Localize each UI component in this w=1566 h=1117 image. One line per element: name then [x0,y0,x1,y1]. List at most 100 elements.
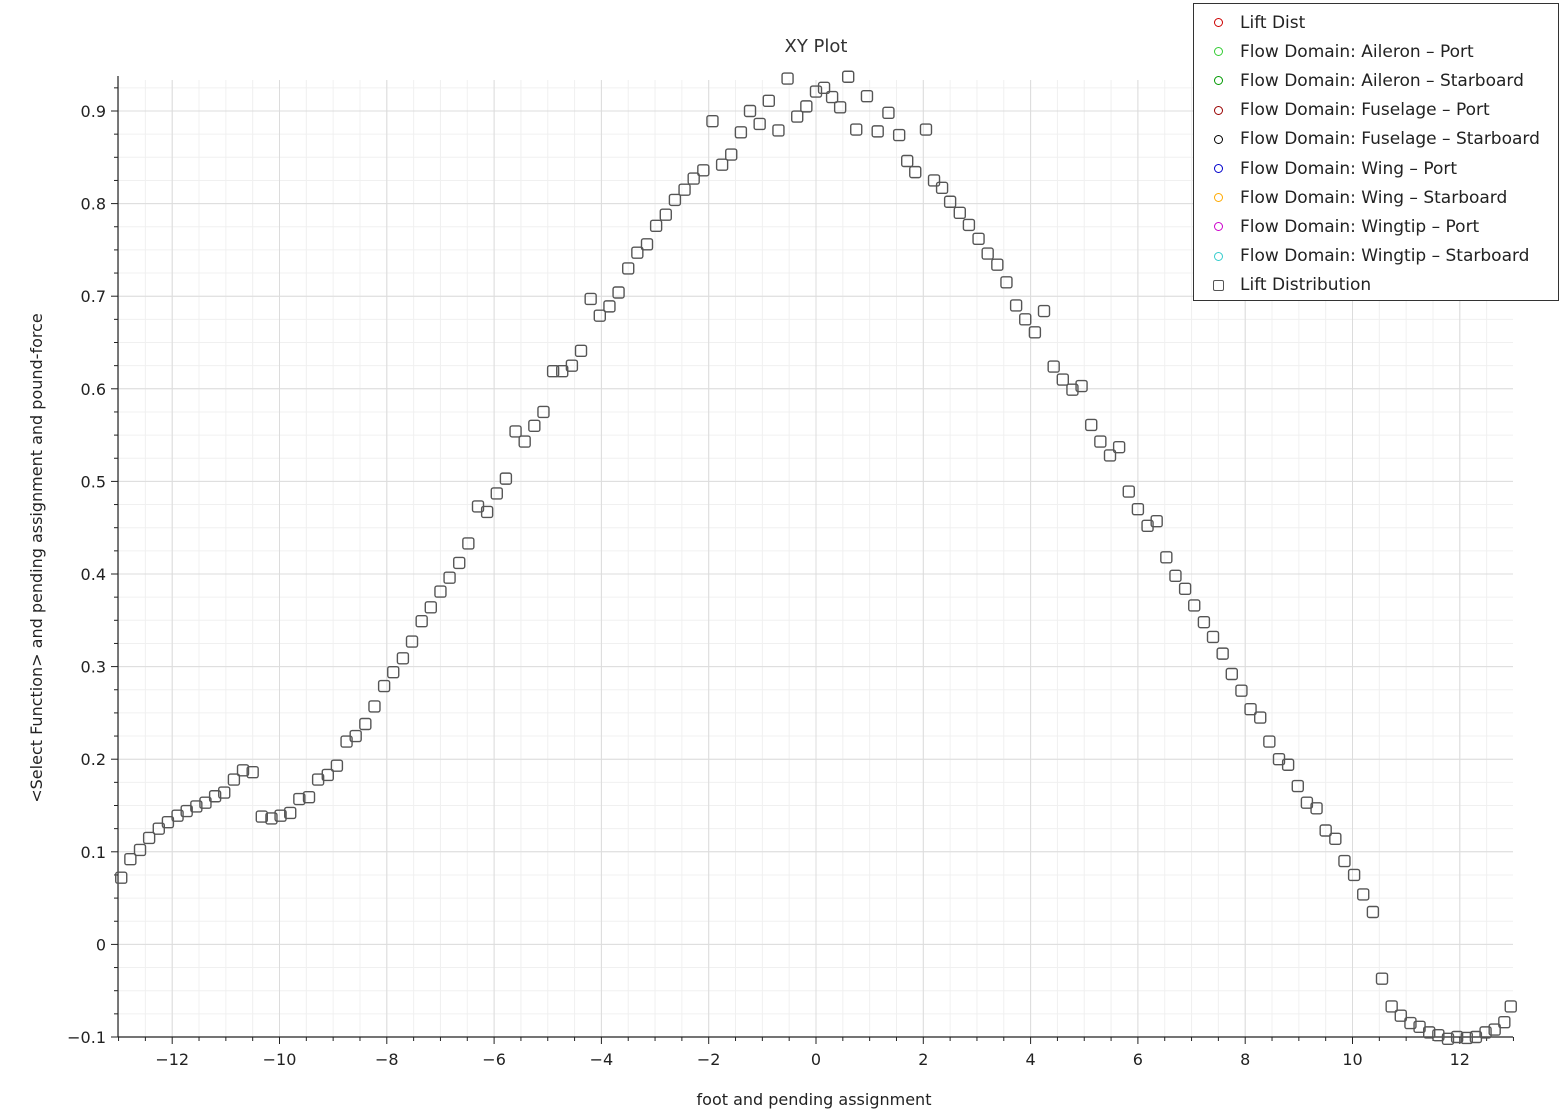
data-point [825,90,839,104]
legend-entry: Flow Domain: Fuselage – Port [1194,96,1490,125]
data-point [791,110,804,123]
x-tick-label: −2 [697,1050,721,1069]
data-point [1169,569,1182,583]
data-point [1178,582,1192,596]
data-point [833,101,847,114]
data-point [1329,832,1342,846]
data-point [640,238,654,251]
data-point [593,309,606,322]
data-point [424,601,437,614]
data-point [171,809,184,822]
data-point [284,806,297,820]
legend-entry: Flow Domain: Wingtip – Port [1194,212,1479,241]
data-point [1450,1030,1464,1044]
data-point [909,165,922,179]
data-point [218,786,231,799]
data-point [1235,684,1248,697]
data-point [1160,551,1173,564]
data-point [991,258,1004,271]
y-tick-label: 0.9 [81,102,106,121]
y-tick-label: 0.3 [81,658,106,677]
data-point [236,764,250,777]
data-point [762,94,775,108]
x-tick-label: 2 [918,1050,928,1069]
data-point [1075,379,1088,393]
data-point [1019,313,1032,326]
data-point [387,665,400,679]
data-point [972,232,985,245]
data-point [1216,647,1229,660]
data-point [133,843,147,857]
legend-label: Flow Domain: Fuselage – Starboard [1240,129,1540,150]
data-point [622,262,635,275]
x-tick-label: −10 [263,1050,297,1069]
data-point [631,246,644,259]
major-grid [118,80,1513,1038]
data-point [1028,326,1042,339]
data-point [800,100,813,113]
data-point [1225,667,1238,681]
data-point [227,773,241,786]
legend-entry: Flow Domain: Aileron – Port [1194,37,1474,66]
circle-marker-icon [1210,73,1226,89]
legend-entry: Flow Domain: Wing – Port [1194,154,1457,183]
data-point [725,148,738,161]
data-point [1404,1016,1417,1030]
y-tick-label: −0.1 [67,1028,106,1047]
data-point [434,585,447,598]
data-point [537,405,550,419]
y-tick-label: 0.7 [81,287,106,306]
data-point [1150,515,1163,528]
circle-marker-icon [1210,190,1226,206]
y-tick-label: 0.4 [81,565,106,584]
y-tick-label: 0.8 [81,195,106,214]
data-point [1188,599,1201,612]
data-point [841,70,855,83]
data-point [199,796,212,809]
data-point [1047,360,1060,373]
data-point [1310,802,1323,815]
data-point [255,810,268,823]
data-point [772,124,785,137]
data-point [860,89,874,103]
data-point [901,154,914,168]
y-axis-label: <Select Function> and pending assignment… [27,313,46,803]
legend-entry: Flow Domain: Aileron – Starboard [1194,66,1524,95]
data-point [1488,1023,1501,1036]
data-point [518,435,531,448]
data-point [246,765,259,779]
data-point [1441,1032,1455,1046]
data-point [443,571,456,584]
legend-label: Lift Dist [1240,12,1306,33]
data-point [293,792,306,806]
data-point [1244,702,1257,716]
data-point [1103,449,1117,462]
circle-marker-icon [1210,131,1226,147]
data-point [1469,1030,1483,1044]
circle-marker-icon [1210,44,1226,60]
legend-entry: Flow Domain: Wing – Starboard [1194,183,1507,212]
data-point [1357,888,1370,901]
data-point [659,208,672,221]
square-marker-icon [1210,277,1226,293]
data-point [892,128,906,142]
legend-entry: Flow Domain: Fuselage – Starboard [1194,125,1540,154]
data-point [330,759,344,772]
data-point [274,809,287,822]
data-point [1375,972,1389,985]
data-point [415,615,428,628]
data-point [480,505,494,519]
data-point [1254,711,1267,724]
legend-label: Flow Domain: Wingtip – Starboard [1240,246,1530,267]
data-point [1009,299,1023,312]
x-tick-label: −6 [482,1050,506,1069]
y-tick-label: 0 [96,935,106,954]
data-point [453,556,466,570]
data-point [377,679,391,693]
legend-label: Flow Domain: Wingtip – Port [1240,216,1480,237]
data-point [115,871,128,884]
data-point [1206,630,1220,644]
data-point [919,123,933,136]
data-point [882,106,895,120]
legend-label: Flow Domain: Aileron – Starboard [1240,70,1524,91]
